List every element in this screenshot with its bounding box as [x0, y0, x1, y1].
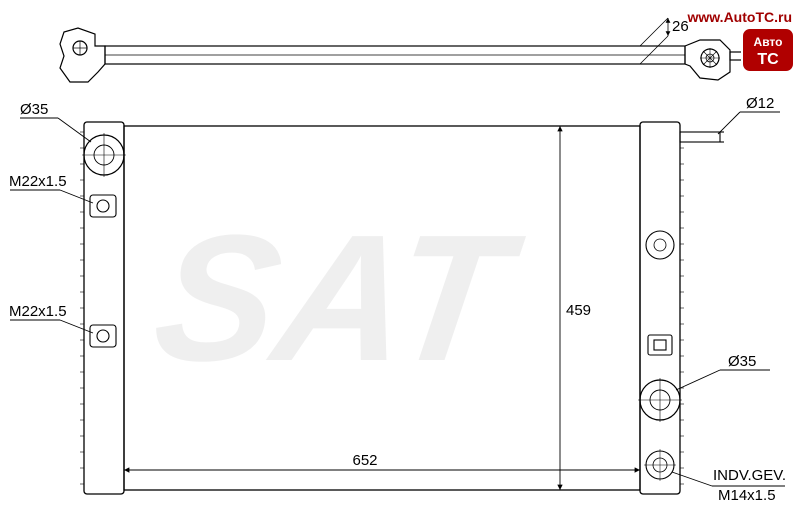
- dim-width-value: 652: [352, 452, 377, 469]
- label-d12: Ø12: [746, 95, 774, 112]
- label-m14: M14x1.5: [718, 487, 776, 504]
- leader-d35-right: Ø35: [676, 353, 770, 390]
- port-left-lower-thread: [90, 325, 116, 347]
- outlet-top-right: [680, 132, 724, 142]
- left-tank: [80, 122, 124, 494]
- leader-d35-top-left: Ø35: [20, 101, 91, 142]
- right-tank: [640, 122, 684, 494]
- brand-url: www.AutoTC.ru: [687, 9, 792, 25]
- dim-height-value: 459: [566, 302, 591, 319]
- dim-thickness: 26: [640, 18, 689, 64]
- dim-height: 459: [548, 126, 640, 490]
- label-m22-upper: M22x1.5: [9, 173, 67, 190]
- watermark: SAT: [144, 198, 532, 399]
- leader-m14: INDV.GEV. M14x1.5: [672, 467, 786, 504]
- leader-m22-upper: M22x1.5: [9, 173, 93, 203]
- label-indvgev: INDV.GEV.: [713, 467, 786, 484]
- port-right-lower-d35: [638, 378, 682, 422]
- dim-width: 652: [124, 452, 640, 490]
- port-right-mid: [648, 335, 672, 355]
- port-left-upper-thread: [90, 195, 116, 217]
- label-d35-right: Ø35: [728, 353, 756, 370]
- port-right-bottom-thread: [644, 449, 676, 481]
- top-view-right-cap: [685, 40, 746, 80]
- logo-line1: Авто: [754, 35, 783, 49]
- brand-logo: Авто ТС: [742, 28, 794, 72]
- top-view: 26: [60, 18, 746, 82]
- logo-line2: ТС: [757, 51, 779, 68]
- dim-thickness-value: 26: [672, 18, 689, 35]
- port-top-left: [82, 133, 126, 177]
- label-d35-tl: Ø35: [20, 101, 48, 118]
- port-right-upper: [646, 231, 674, 259]
- label-m22-lower: M22x1.5: [9, 303, 67, 320]
- leader-m22-lower: M22x1.5: [9, 303, 93, 333]
- leader-d12: Ø12: [718, 95, 780, 134]
- top-view-left-cap: [60, 28, 105, 82]
